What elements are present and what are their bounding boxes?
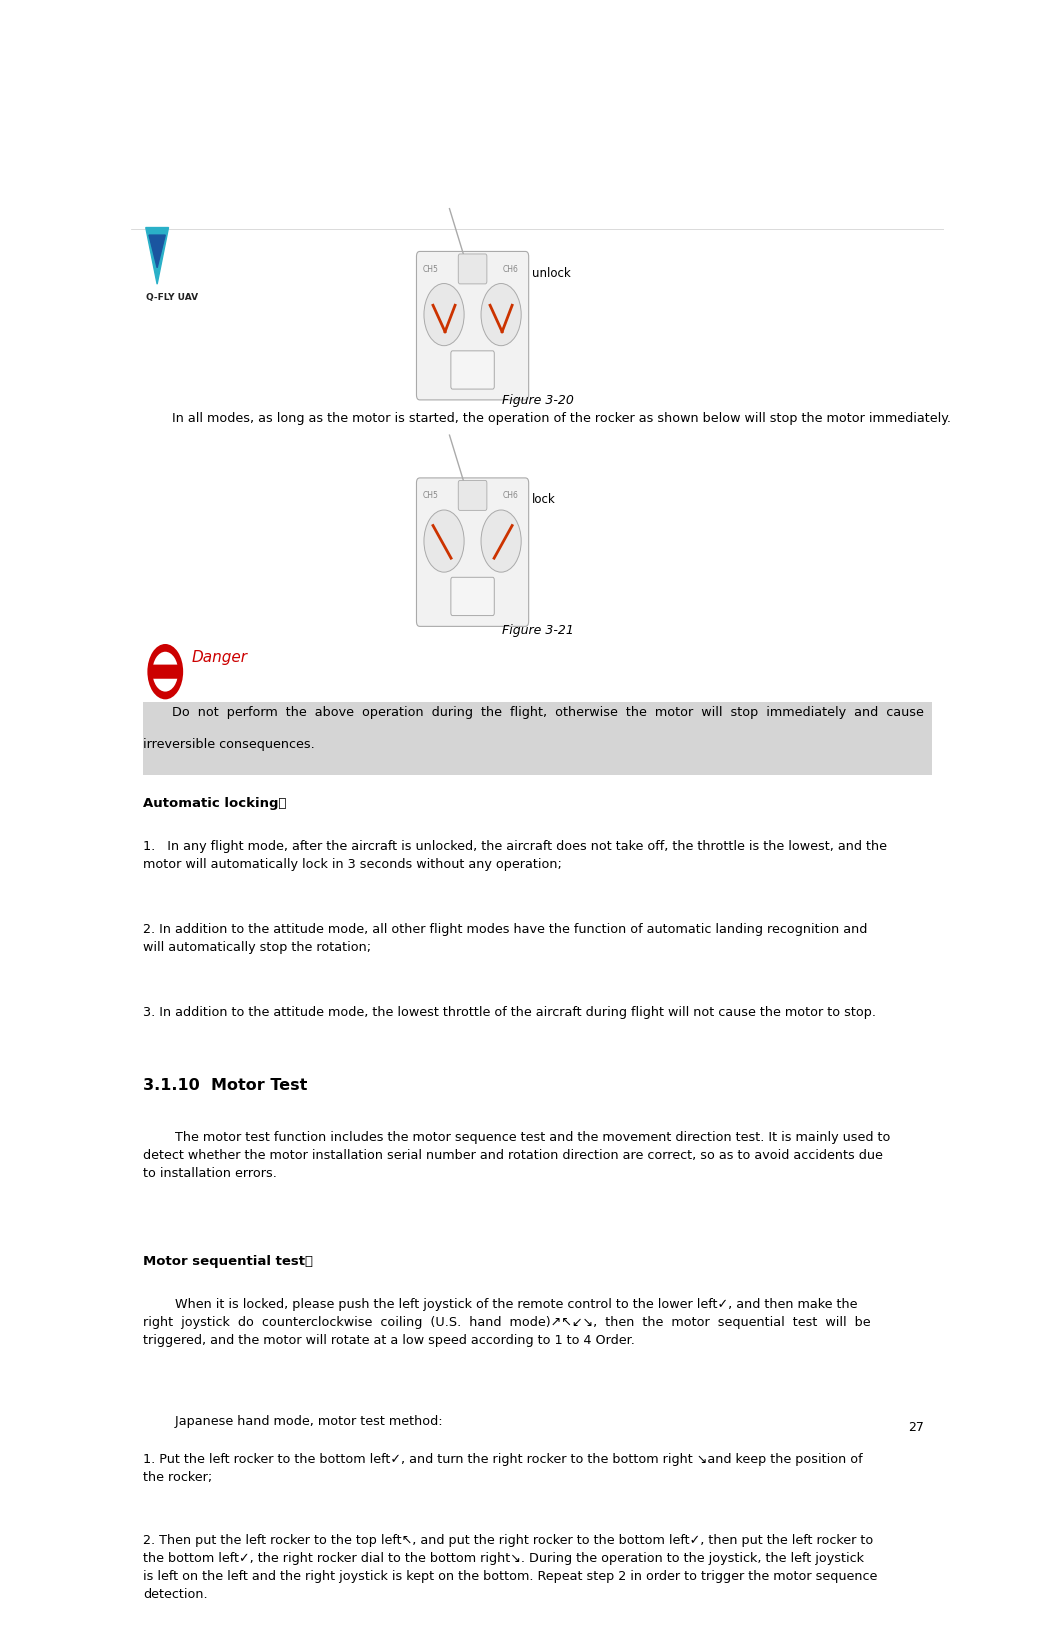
- Text: Figure 3-21: Figure 3-21: [501, 624, 574, 637]
- FancyBboxPatch shape: [458, 480, 487, 510]
- FancyBboxPatch shape: [458, 253, 487, 284]
- Circle shape: [147, 644, 184, 699]
- Text: Japanese hand mode, motor test method:: Japanese hand mode, motor test method:: [144, 1415, 443, 1428]
- Text: lock: lock: [532, 493, 556, 507]
- Text: 2. In addition to the attitude mode, all other flight modes have the function of: 2. In addition to the attitude mode, all…: [144, 923, 868, 954]
- Text: 2. Then put the left rocker to the top left↖, and put the right rocker to the bo: 2. Then put the left rocker to the top l…: [144, 1534, 878, 1601]
- Text: Figure 3-20: Figure 3-20: [501, 394, 574, 407]
- Polygon shape: [146, 227, 169, 284]
- Polygon shape: [149, 235, 166, 268]
- FancyBboxPatch shape: [149, 665, 181, 678]
- Text: Motor sequential test：: Motor sequential test：: [144, 1255, 314, 1268]
- Circle shape: [481, 510, 521, 572]
- Text: 1.   In any flight mode, after the aircraft is unlocked, the aircraft does not t: 1. In any flight mode, after the aircraf…: [144, 840, 887, 871]
- FancyBboxPatch shape: [451, 351, 494, 389]
- FancyBboxPatch shape: [416, 252, 529, 400]
- Text: irreversible consequences.: irreversible consequences.: [144, 739, 315, 752]
- Circle shape: [481, 284, 521, 346]
- Text: 3. In addition to the attitude mode, the lowest throttle of the aircraft during : 3. In addition to the attitude mode, the…: [144, 1007, 876, 1020]
- Text: In all modes, as long as the motor is started, the operation of the rocker as sh: In all modes, as long as the motor is st…: [155, 412, 950, 425]
- Text: 27: 27: [907, 1422, 924, 1435]
- Text: Danger: Danger: [191, 650, 248, 665]
- Text: unlock: unlock: [532, 266, 571, 279]
- Text: 1. Put the left rocker to the bottom left✓, and turn the right rocker to the bot: 1. Put the left rocker to the bottom lef…: [144, 1453, 863, 1484]
- Circle shape: [152, 652, 178, 691]
- Text: CH6: CH6: [502, 492, 518, 500]
- Text: CH5: CH5: [423, 265, 438, 273]
- Text: 3.1.10  Motor Test: 3.1.10 Motor Test: [144, 1078, 307, 1093]
- Text: When it is locked, please push the left joystick of the remote control to the lo: When it is locked, please push the left …: [144, 1299, 871, 1348]
- FancyBboxPatch shape: [451, 577, 494, 616]
- Text: CH5: CH5: [423, 492, 438, 500]
- Text: The motor test function includes the motor sequence test and the movement direct: The motor test function includes the mot…: [144, 1131, 891, 1180]
- Circle shape: [424, 510, 464, 572]
- Text: Automatic locking：: Automatic locking：: [144, 797, 286, 810]
- FancyBboxPatch shape: [416, 477, 529, 626]
- Circle shape: [424, 284, 464, 346]
- Text: Do  not  perform  the  above  operation  during  the  flight,  otherwise  the  m: Do not perform the above operation durin…: [155, 706, 923, 719]
- FancyBboxPatch shape: [144, 703, 932, 775]
- Text: CH6: CH6: [502, 265, 518, 273]
- Text: Q-FLY UAV: Q-FLY UAV: [146, 292, 198, 302]
